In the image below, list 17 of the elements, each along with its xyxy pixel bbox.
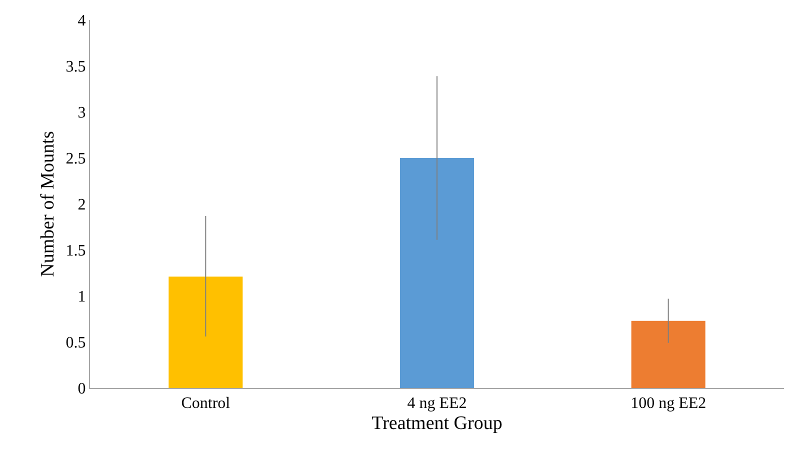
x-tick-label: 4 ng EE2 (407, 395, 467, 412)
x-axis-title: Treatment Group (372, 413, 502, 434)
bar (400, 158, 474, 388)
bar (168, 276, 243, 388)
y-tick-label: 3.5 (66, 58, 86, 76)
y-tick-label: 0 (78, 380, 86, 398)
y-tick-label: 1 (78, 288, 86, 306)
bar (631, 320, 706, 388)
x-tick-label: 100 ng EE2 (630, 395, 706, 412)
x-tick-label: Control (181, 395, 231, 412)
y-tick-label: 4 (78, 12, 86, 30)
y-tick-label: 3 (78, 104, 86, 122)
y-tick-label: 1.5 (66, 242, 86, 260)
y-axis-title: Number of Mounts (38, 131, 59, 277)
y-tick-label: 0.5 (66, 334, 86, 352)
y-tick-label: 2 (78, 196, 86, 214)
y-tick-label: 2.5 (66, 150, 86, 168)
